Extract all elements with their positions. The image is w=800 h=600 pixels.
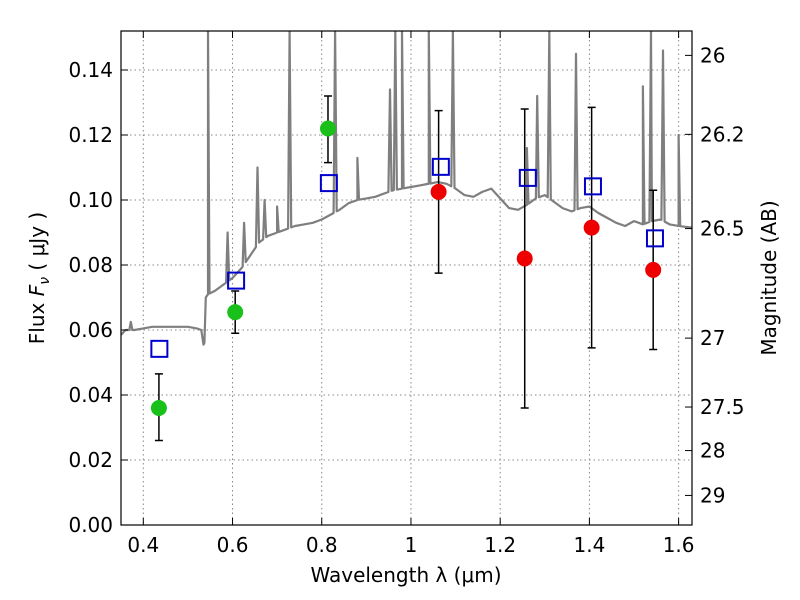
- data-point: [430, 183, 447, 200]
- y-tick-label: 0.14: [68, 58, 113, 82]
- x-axis-label: Wavelength λ (μm): [310, 563, 501, 587]
- x-tick-label: 0.6: [217, 533, 249, 557]
- data-point: [583, 219, 600, 236]
- model-point: [431, 157, 450, 176]
- model-point: [319, 174, 338, 193]
- secondary-y-axis-label: Magnitude (AB): [757, 200, 781, 355]
- y-tick-label: 0.04: [68, 383, 113, 407]
- y-tick-label: 0.06: [68, 318, 113, 342]
- y-axis-label-post: ( μJy ): [25, 212, 49, 277]
- y-axis-label: Flux Fν ( μJy ): [25, 212, 53, 344]
- y-tick-label: 0.00: [68, 513, 113, 537]
- plot-frame: [120, 30, 693, 526]
- tick-layer: 0.4 0.6 0.8 1 1.2 1.4 1.6 0.00 0.02 0.04 0.06 0.08 0…: [68, 31, 745, 557]
- x-tick-label: 1.6: [663, 533, 695, 557]
- x-tick-label: 1.2: [484, 533, 516, 557]
- x-tick-label: 0.8: [306, 533, 338, 557]
- data-point: [516, 250, 533, 267]
- data-point: [645, 261, 662, 278]
- y-tick-label: 0.02: [68, 448, 113, 472]
- data-point: [227, 304, 244, 321]
- y-tick-label: 0.12: [68, 123, 113, 147]
- y2-tick-label: 28: [700, 439, 725, 463]
- model-point: [583, 177, 602, 196]
- model-point: [518, 168, 537, 187]
- y2-tick-label: 27: [700, 326, 725, 350]
- y-tick-label: 0.08: [68, 253, 113, 277]
- model-point: [150, 339, 169, 358]
- y2-tick-label: 27.5: [700, 395, 745, 419]
- y2-tick-label: 26.2: [700, 122, 745, 146]
- x-tick-label: 0.4: [127, 533, 159, 557]
- y2-tick-label: 29: [700, 483, 725, 507]
- y2-tick-label: 26.5: [700, 217, 745, 241]
- data-point: [150, 400, 167, 416]
- y-axis-label-symbol: F: [25, 284, 49, 296]
- y-axis-label-subscript: ν: [37, 277, 53, 285]
- plot-background: [121, 31, 692, 525]
- x-tick-label: 1.4: [573, 533, 605, 557]
- y-tick-label: 0.10: [68, 188, 113, 212]
- model-point: [227, 271, 246, 290]
- y2-tick-label: 26: [700, 43, 725, 67]
- model-point: [645, 229, 664, 248]
- x-tick-label: 1: [405, 533, 418, 557]
- y-axis-label-pre: Flux: [25, 296, 49, 344]
- data-point: [319, 120, 336, 137]
- marker-layer: [150, 120, 664, 416]
